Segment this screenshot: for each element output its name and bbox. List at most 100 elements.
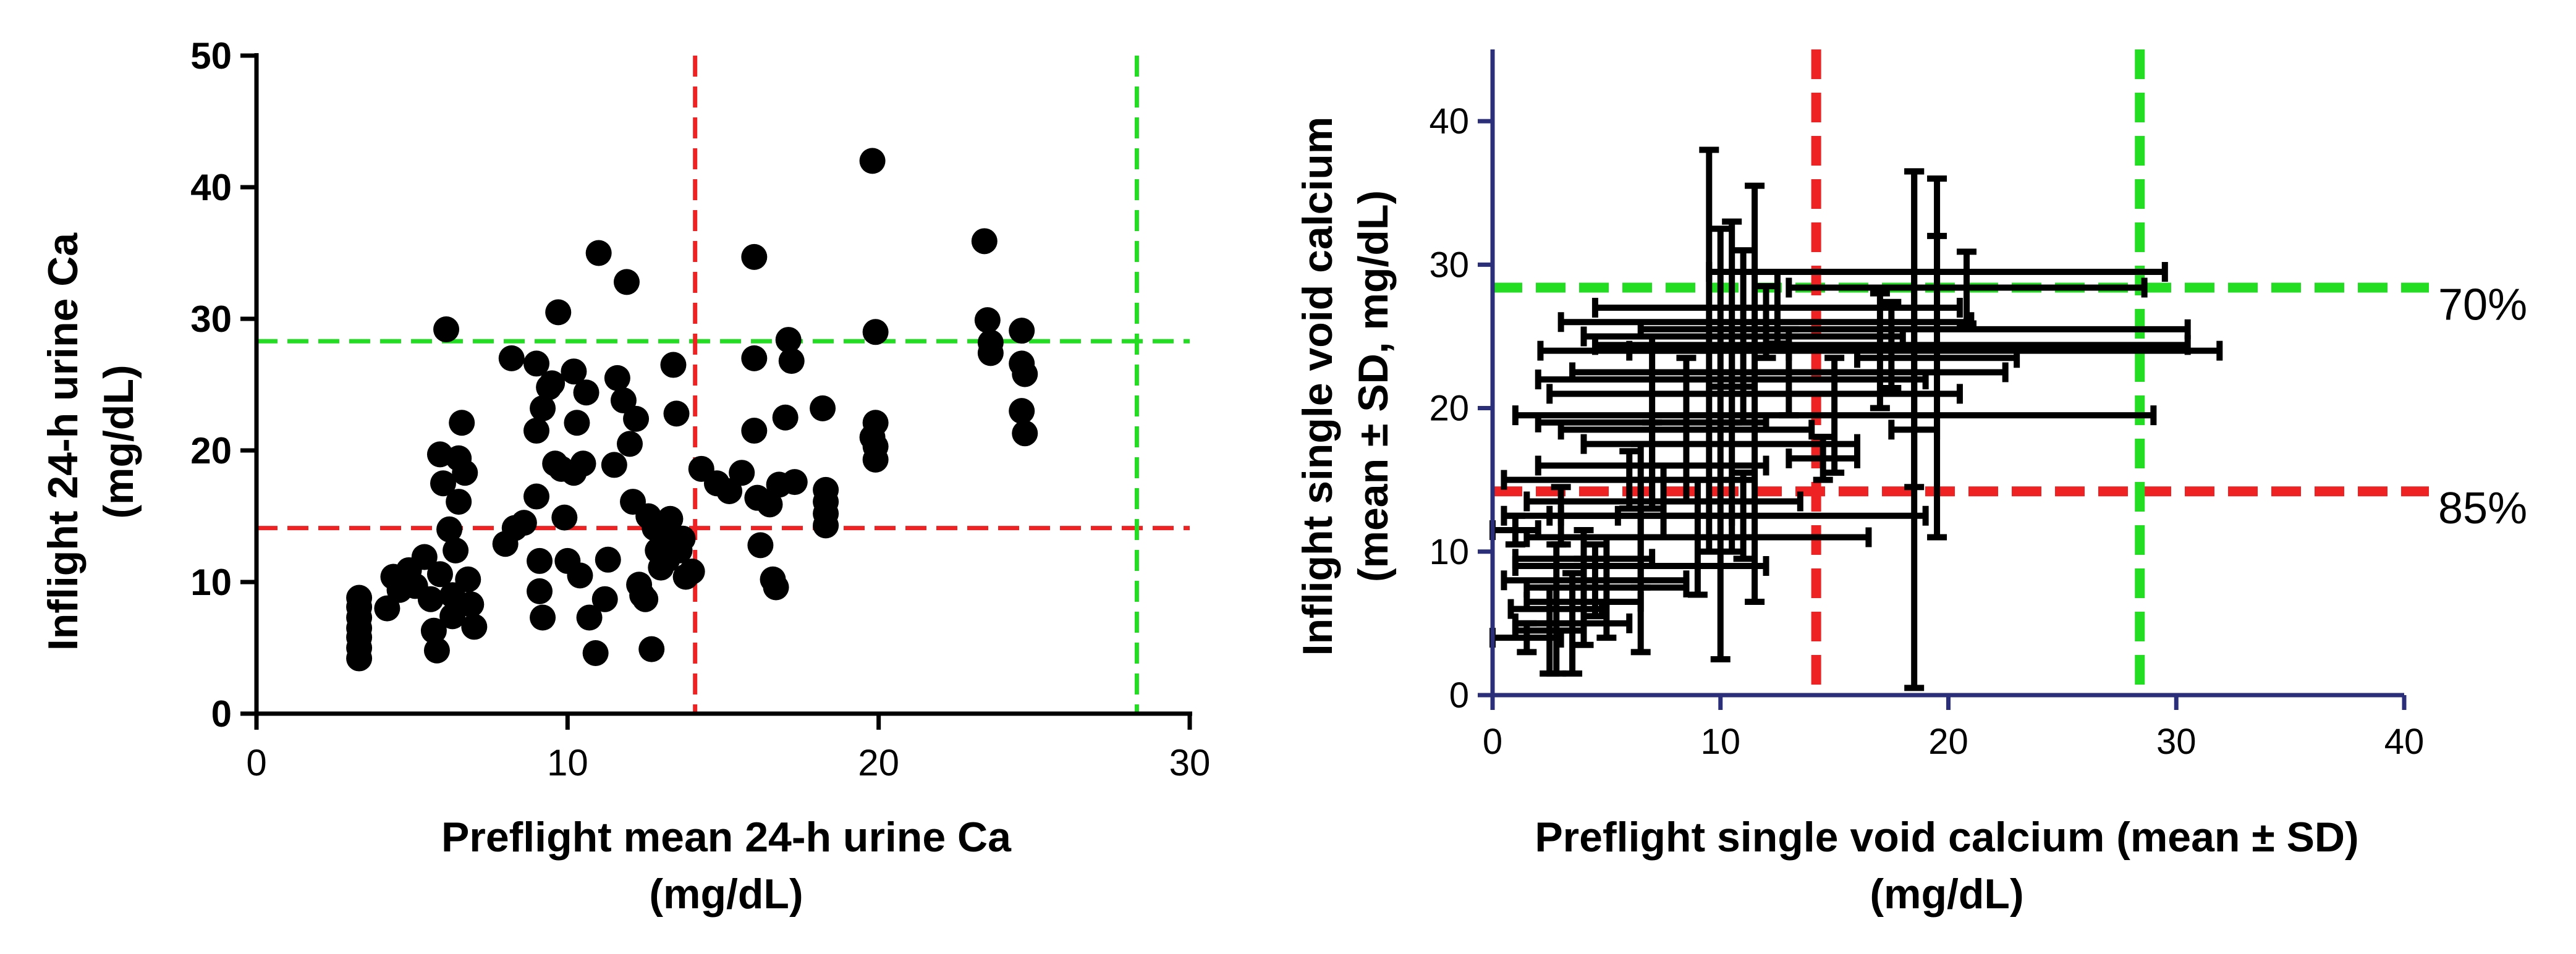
right-error-bar	[1786, 248, 2148, 327]
right-y-tick-label: 30	[1429, 245, 1469, 285]
left-x-tick-label: 20	[858, 742, 899, 783]
right-error-bar	[1523, 462, 1803, 541]
right-error-bar	[1591, 298, 2191, 392]
left-data-point	[623, 405, 650, 432]
right-error-bar	[1626, 146, 1792, 555]
left-y-tick-label: 50	[190, 35, 232, 77]
left-data-point	[772, 404, 799, 431]
right-error-bar	[1786, 434, 1860, 483]
left-data-points	[346, 148, 1038, 672]
left-data-point	[446, 489, 472, 515]
left-x-tick-label: 30	[1169, 742, 1211, 783]
left-data-point	[523, 350, 549, 377]
right-error-bar	[1501, 541, 1690, 620]
left-data-point	[523, 483, 549, 510]
right-error-bar	[1557, 283, 1975, 361]
left-data-point	[741, 345, 768, 371]
left-axes	[254, 53, 1192, 716]
left-data-point	[530, 604, 556, 631]
right-x-tick-label: 10	[1700, 722, 1740, 762]
left-y-tick-label: 10	[190, 562, 232, 603]
right-y-tick-label: 20	[1429, 389, 1469, 429]
left-data-point	[741, 243, 768, 270]
left-x-ticks: 0 10 20 30	[246, 714, 1210, 783]
right-error-bar	[1888, 168, 1941, 691]
right-x-ticks: 0 10 20 30 40	[1483, 695, 2424, 762]
left-data-point	[430, 470, 456, 497]
left-data-point	[763, 574, 789, 601]
right-y-tick-label: 0	[1449, 675, 1469, 716]
left-data-point	[862, 446, 889, 473]
right-y-axis-title: Inflight single void calcium	[1294, 117, 1341, 656]
right-x-axis-unit: (mg/dL)	[1870, 871, 2023, 918]
left-data-point	[585, 240, 612, 266]
right-x-tick-label: 30	[2156, 722, 2197, 762]
right-x-tick-label: 20	[1928, 722, 1968, 762]
chart-right-single-void-calcium: 0 10 20 30 40 0 10 20 30 40 70% 85% Preflight sin…	[1294, 49, 2527, 918]
left-data-point	[1012, 420, 1038, 447]
right-y-tick-label: 10	[1429, 532, 1469, 572]
left-data-point	[729, 460, 755, 486]
left-y-tick-label: 20	[190, 430, 232, 471]
left-data-point	[498, 345, 525, 371]
left-data-point	[551, 504, 578, 531]
left-data-point	[591, 586, 618, 612]
left-data-point	[436, 516, 463, 542]
right-error-bar	[1501, 484, 1621, 548]
right-error-bar	[1501, 448, 1758, 512]
left-data-point	[443, 537, 469, 564]
left-data-point	[974, 307, 1001, 334]
left-data-point	[638, 636, 665, 662]
left-data-point	[1012, 361, 1038, 387]
left-data-point	[573, 379, 600, 406]
left-x-tick-label: 10	[547, 742, 588, 783]
left-data-point	[511, 510, 537, 536]
left-data-point	[660, 352, 687, 378]
right-reference-label: 85%	[2438, 484, 2527, 533]
right-x-tick-label: 40	[2384, 722, 2425, 762]
right-y-tick-label: 40	[1429, 101, 1469, 141]
left-data-point	[977, 340, 1004, 366]
left-data-point	[756, 491, 783, 518]
left-data-point	[669, 525, 696, 552]
left-data-point	[613, 269, 640, 295]
left-y-axis-unit: (mg/dL)	[95, 365, 142, 518]
left-data-point	[679, 558, 705, 585]
right-reference-label: 70%	[2438, 280, 2527, 329]
right-error-bar	[1512, 355, 2157, 476]
left-y-tick-label: 30	[190, 298, 232, 340]
left-data-point	[449, 410, 475, 436]
left-data-point	[617, 431, 643, 457]
left-y-ticks: 0 10 20 30 40 50	[190, 35, 256, 735]
left-data-point	[778, 348, 805, 374]
left-data-point	[564, 410, 590, 436]
left-data-point	[1009, 398, 1035, 424]
right-reference-labels: 70% 85%	[2438, 280, 2527, 533]
right-x-axis-title: Preflight single void calcium (mean ± SD…	[1535, 814, 2358, 861]
right-x-tick-label: 0	[1483, 722, 1502, 762]
left-data-point	[657, 505, 684, 532]
left-reference-lines	[256, 56, 1190, 714]
left-y-tick-label: 40	[190, 167, 232, 208]
left-data-point	[1009, 318, 1035, 344]
left-data-point	[455, 566, 481, 593]
left-data-point	[971, 228, 998, 255]
left-data-point	[530, 395, 556, 421]
left-x-axis-title: Preflight mean 24-h urine Ca	[441, 814, 1012, 861]
left-data-point	[527, 547, 553, 574]
right-error-bar	[1706, 218, 1758, 555]
right-error-bars	[1489, 146, 2223, 691]
left-data-point	[561, 358, 587, 385]
left-data-point	[716, 478, 743, 505]
left-data-point	[439, 603, 466, 630]
left-x-axis-unit: (mg/dL)	[649, 871, 803, 918]
left-data-point	[527, 578, 553, 604]
left-data-point	[570, 450, 596, 477]
left-data-point	[810, 395, 836, 421]
left-data-point	[461, 614, 488, 640]
left-data-point	[775, 327, 802, 353]
left-data-point	[747, 532, 774, 559]
chart-left-24h-urine-ca: 0 10 20 30 0 10 20 30 40 50 Preflight mean 24-h …	[40, 35, 1210, 918]
left-data-point	[632, 586, 659, 612]
